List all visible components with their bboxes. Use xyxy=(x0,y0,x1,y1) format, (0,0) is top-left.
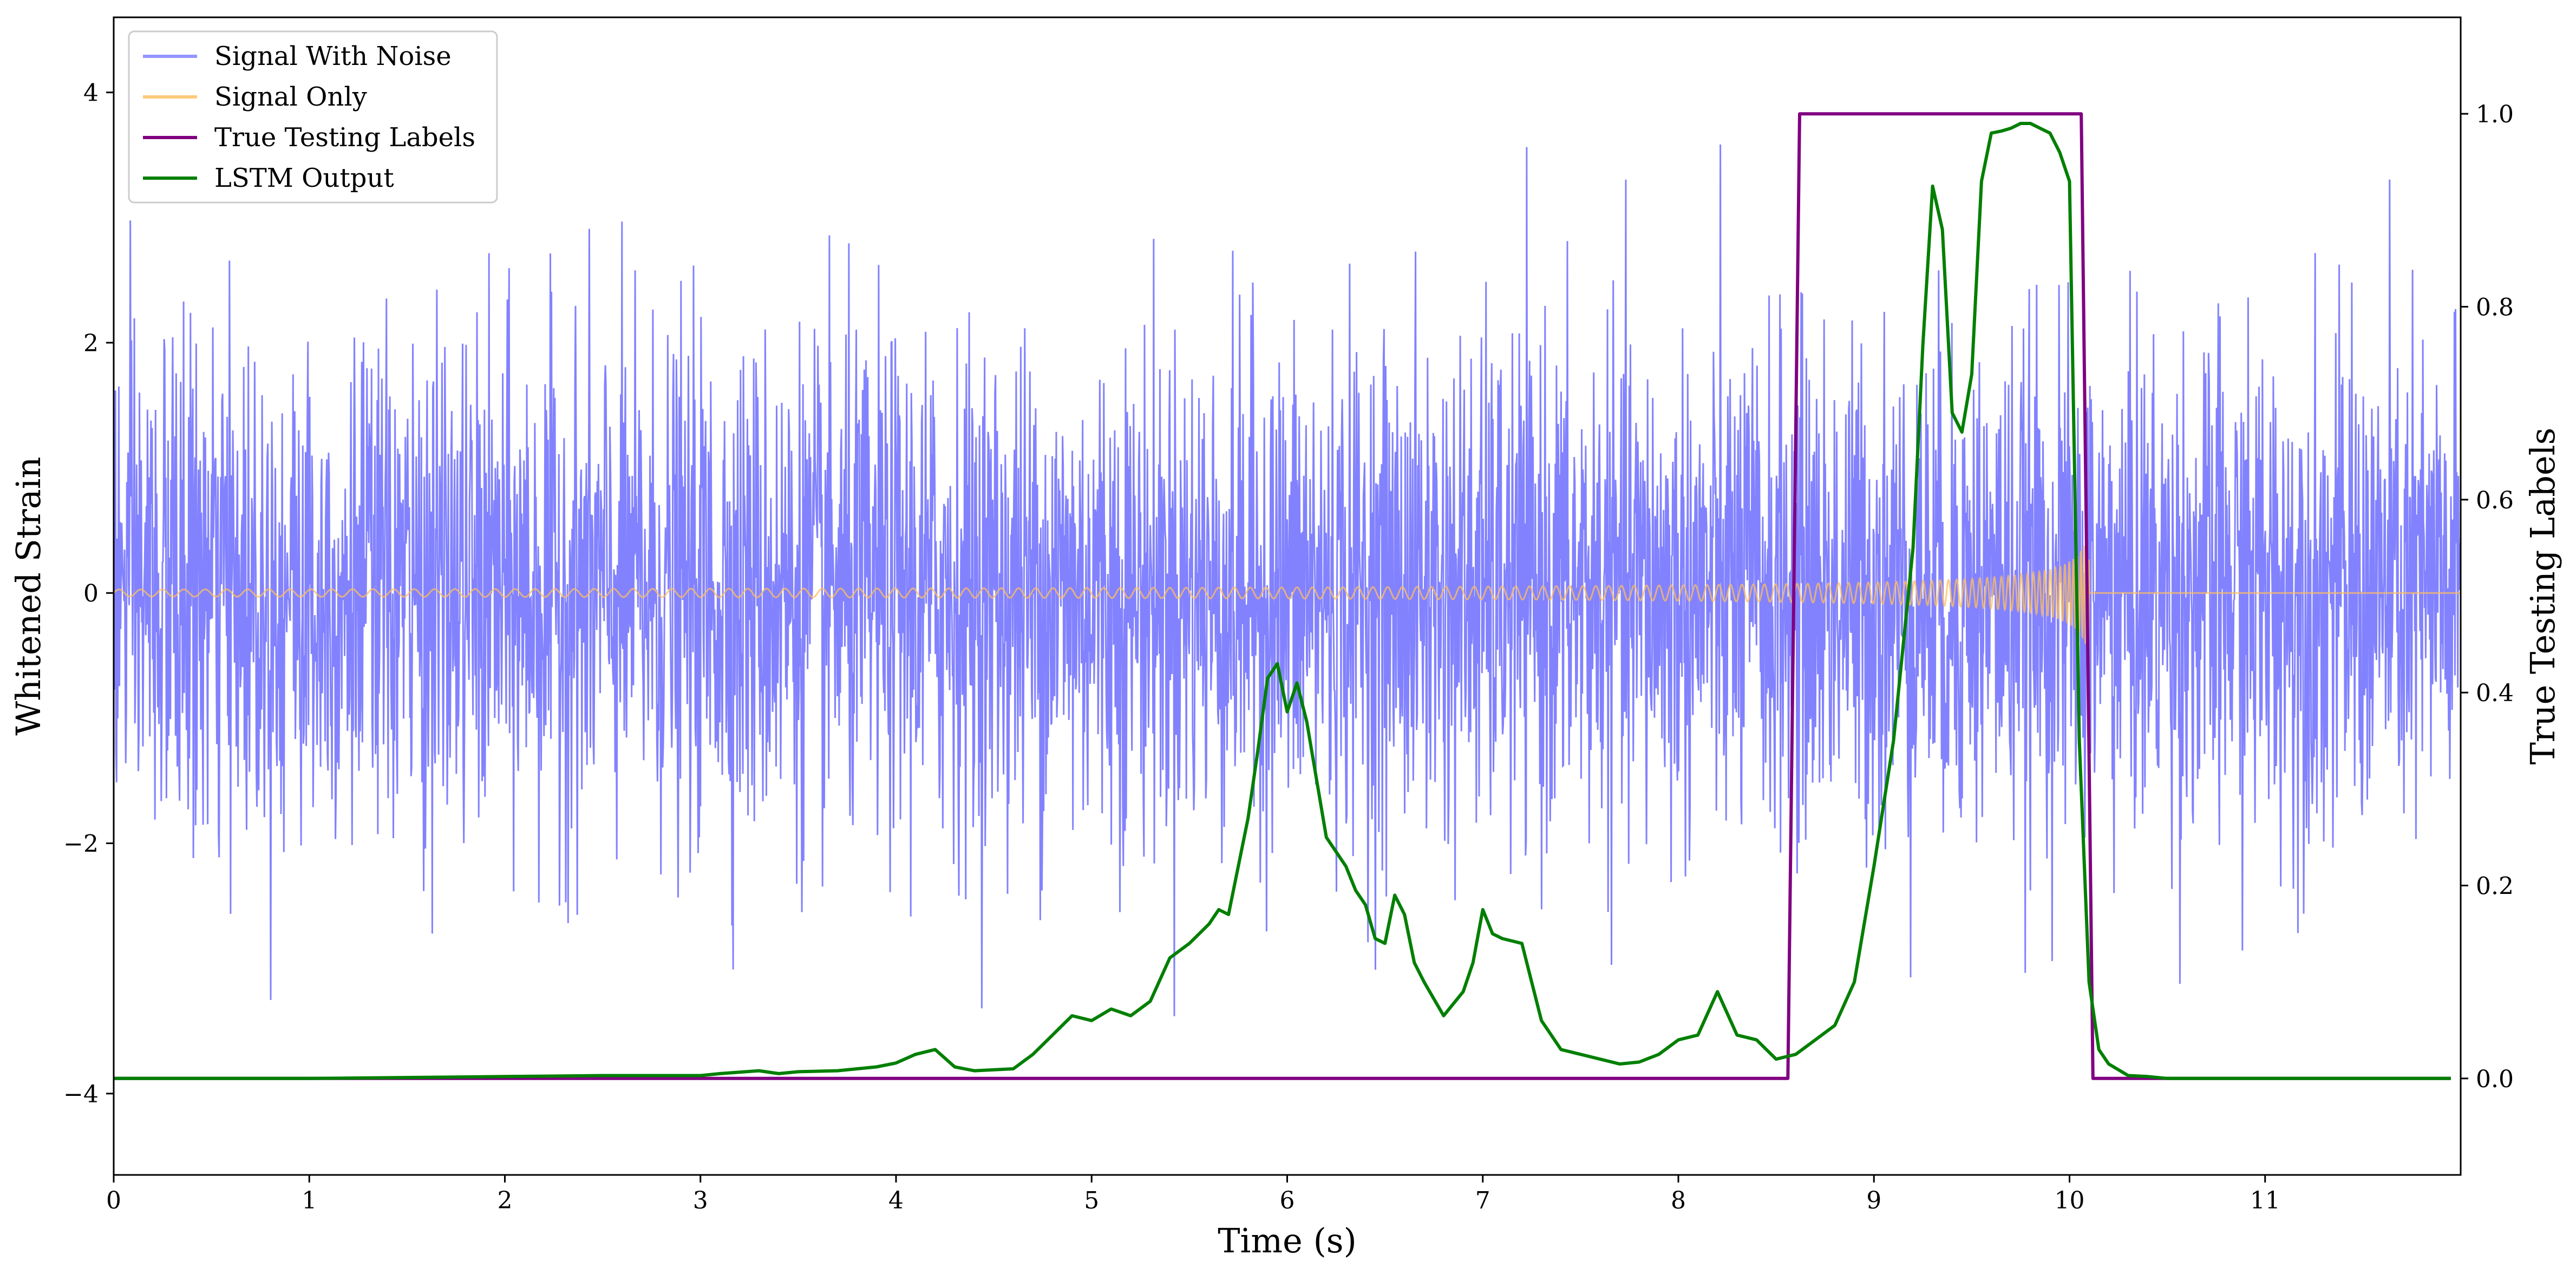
y-tick-label: −2 xyxy=(63,830,99,858)
x-tick-label: 0 xyxy=(106,1187,121,1214)
x-tick-label: 7 xyxy=(1475,1187,1490,1214)
y2-tick-label: 0.2 xyxy=(2476,873,2514,900)
legend-entry: LSTM Output xyxy=(214,163,394,193)
plot-area xyxy=(114,112,2461,1080)
x-tick-label: 8 xyxy=(1671,1187,1686,1214)
y-tick-label: 0 xyxy=(83,580,99,607)
legend-box xyxy=(128,30,498,204)
x-tick-label: 11 xyxy=(2250,1187,2280,1214)
x-axis-label: Time (s) xyxy=(1218,1221,1357,1260)
x-tick-label: 9 xyxy=(1866,1187,1881,1214)
legend-entry: Signal With Noise xyxy=(214,41,452,71)
y2-tick-label: 0.0 xyxy=(2476,1066,2514,1093)
y2-tick-label: 0.8 xyxy=(2476,294,2514,322)
x-tick-label: 3 xyxy=(693,1187,708,1214)
series-signal-with-noise xyxy=(114,144,2461,1016)
y2-tick-label: 1.0 xyxy=(2476,101,2514,128)
y-tick-label: −4 xyxy=(63,1081,99,1108)
legend-entry: Signal Only xyxy=(214,82,367,112)
x-tick-label: 1 xyxy=(302,1187,317,1214)
y-tick-label: 4 xyxy=(83,80,99,107)
y2-axis-label: True Testing Labels xyxy=(2523,428,2562,765)
legend-entry: True Testing Labels xyxy=(214,122,475,153)
legend: Signal With Noise Signal Only True Testing… xyxy=(128,30,498,204)
series-signal-only xyxy=(114,537,2461,655)
x-tick-label: 4 xyxy=(888,1187,904,1214)
axis-ticks: 0 1 2 3 4 5 6 7 8 9 10 11 −4 −2 0 2 4 0.0 0.2 0.4 0.6 0.8 1.0 xyxy=(63,80,2514,1214)
y-axis-label: Whitened Strain xyxy=(9,457,48,736)
x-tick-label: 6 xyxy=(1280,1187,1295,1214)
y2-tick-label: 0.4 xyxy=(2476,680,2514,707)
y2-tick-label: 0.6 xyxy=(2476,487,2514,514)
x-tick-label: 2 xyxy=(498,1187,513,1214)
x-tick-label: 5 xyxy=(1084,1187,1099,1214)
series-lstm-output xyxy=(114,122,2451,1080)
x-tick-label: 10 xyxy=(2055,1187,2085,1214)
y-tick-label: 2 xyxy=(83,330,99,357)
